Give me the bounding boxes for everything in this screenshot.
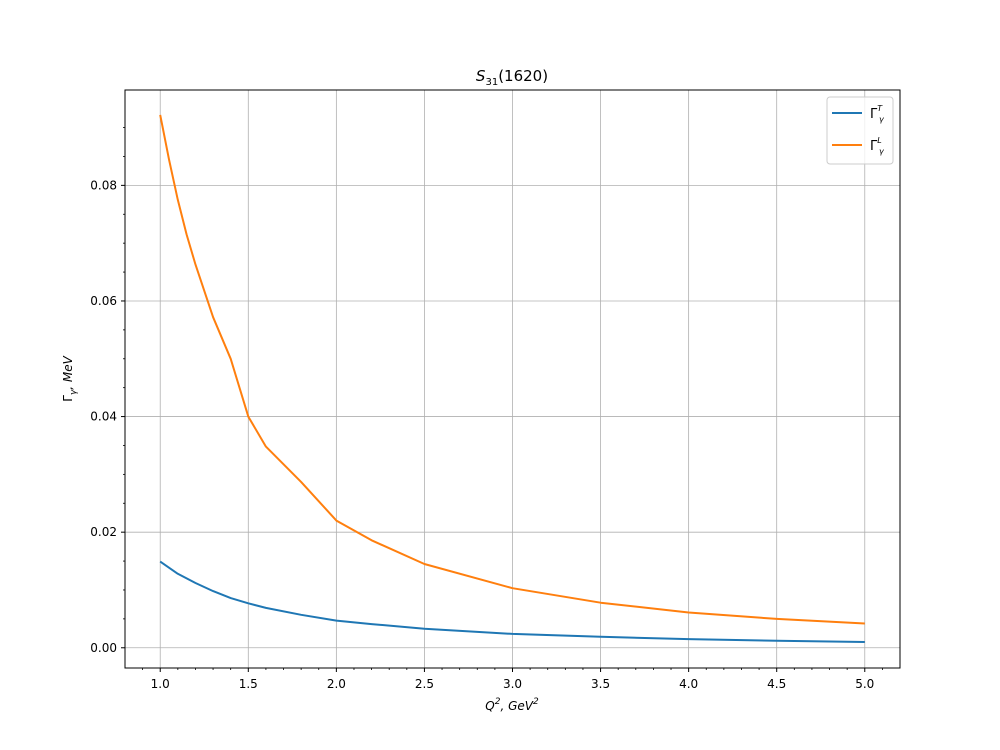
x-label-base: Q [485, 699, 494, 713]
legend-0-base: Γ [870, 107, 878, 122]
y-label-sub: γ [69, 389, 79, 395]
legend-label-transverse: ΓT γ [870, 104, 885, 124]
y-axis-label: Γγ, MeV [61, 355, 79, 401]
grid-lines [125, 90, 900, 668]
y-tick-label-2: 0.04 [90, 410, 117, 424]
x-tick-label-0: 1.0 [151, 677, 170, 691]
y-label-rest: , MeV [61, 355, 75, 389]
legend-0-sub: γ [879, 115, 885, 124]
chart-title-base: S [476, 67, 486, 85]
series-layer [159, 114, 865, 643]
legend-0-sup: T [877, 104, 883, 113]
series-line-1 [159, 114, 865, 625]
y-label-base: Γ [61, 395, 75, 402]
legend-1-sup: L [877, 136, 881, 145]
y-axis-ticks: 0.00 0.02 0.04 0.06 0.08 [90, 178, 125, 655]
x-tick-label-1: 1.5 [239, 677, 258, 691]
y-tick-label-0: 0.00 [90, 641, 117, 655]
legend: ΓT γ ΓL γ [826, 96, 894, 165]
legend-1-base: Γ [870, 139, 878, 154]
x-label-unit: GeV [508, 699, 534, 713]
x-label-unit-sup: 2 [533, 697, 539, 707]
x-label-sep: , [500, 699, 508, 713]
y-axis-minor-ticks [123, 127, 125, 620]
chart-title: S31(1620) [476, 67, 548, 88]
x-tick-label-8: 5.0 [855, 677, 874, 691]
x-axis-label: Q2, GeV2 [485, 697, 539, 713]
y-tick-label-1: 0.02 [90, 525, 117, 539]
chart-title-rest: (1620) [498, 67, 548, 85]
x-tick-label-6: 4.0 [679, 677, 698, 691]
y-tick-label-3: 0.06 [90, 294, 117, 308]
legend-1-sub: γ [879, 147, 885, 156]
chart-title-sub: 31 [485, 77, 498, 88]
x-tick-label-7: 4.5 [767, 677, 786, 691]
x-axis-ticks: 1.0 1.5 2.0 2.5 3.0 3.5 4.0 4.5 5.0 [151, 668, 874, 691]
x-tick-label-4: 3.0 [503, 677, 522, 691]
x-tick-label-3: 2.5 [415, 677, 434, 691]
x-tick-label-2: 2.0 [327, 677, 346, 691]
series-line-0 [159, 560, 865, 643]
legend-label-longitudinal: ΓL γ [870, 136, 885, 156]
x-axis-minor-ticks [142, 668, 883, 670]
x-label-sup: 2 [495, 697, 501, 707]
x-tick-label-5: 3.5 [591, 677, 610, 691]
y-tick-label-4: 0.08 [90, 178, 117, 192]
